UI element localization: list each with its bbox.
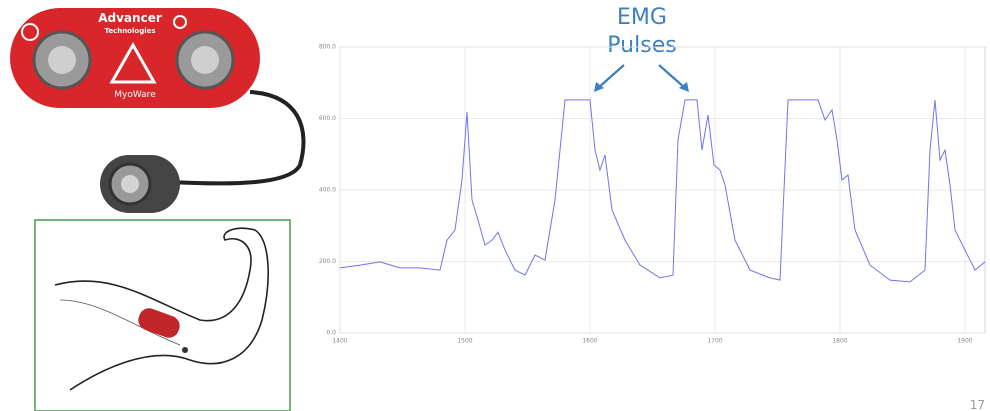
y-tick-label: 800.0: [319, 44, 336, 51]
arrow: [598, 65, 624, 88]
y-tick-label: 200.0: [319, 258, 336, 265]
annotation: EMG: [617, 5, 667, 30]
x-tick-label: 1400: [332, 338, 347, 345]
annotation: Pulses: [607, 33, 676, 58]
board-brand-sub: Technologies: [104, 27, 155, 35]
x-tick-label: 1600: [582, 338, 597, 345]
y-tick-label: 0.0: [326, 330, 336, 337]
arrow: [659, 65, 685, 88]
y-tick-label: 400.0: [319, 187, 336, 194]
board-brand: Advancer: [98, 11, 162, 25]
sensor-board: Advancer Technologies MyoWare: [10, 8, 260, 108]
electrode: [100, 155, 180, 213]
x-tick-label: 1900: [957, 338, 972, 345]
x-tick-label: 1500: [457, 338, 472, 345]
signal-line: [340, 100, 985, 282]
board-name: MyoWare: [114, 90, 156, 100]
y-tick-label: 600.0: [319, 115, 336, 122]
slide: Advancer Technologies MyoWare EMG Pulses…: [0, 0, 990, 411]
page-number: 17: [970, 398, 985, 411]
x-tick-label: 1800: [832, 338, 847, 345]
x-tick-label: 1700: [707, 338, 722, 345]
arm-illustration: [35, 220, 290, 411]
